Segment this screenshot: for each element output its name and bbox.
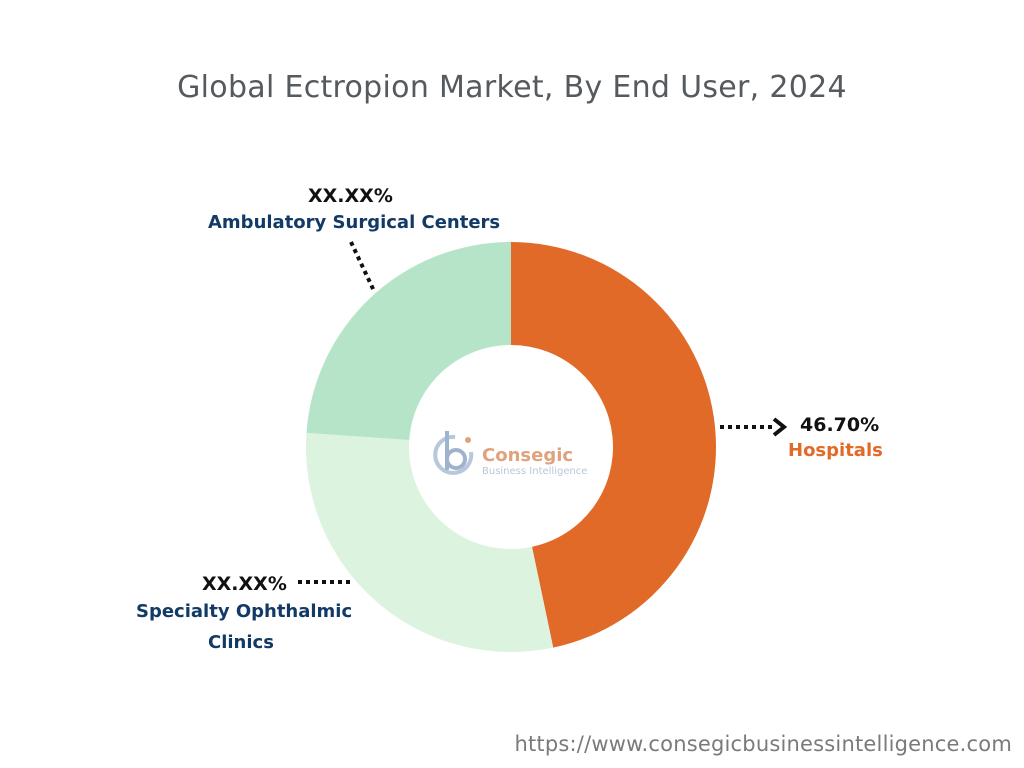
slice-hospitals: [511, 242, 716, 648]
slice-value-hospitals: 46.70%: [800, 414, 880, 436]
center-logo: Consegic Business Intelligence: [433, 431, 587, 477]
consegic-logo-icon: [433, 431, 474, 475]
logo-tagline: Business Intelligence: [482, 466, 587, 477]
logo-brand: Consegic: [482, 445, 573, 466]
slice-ambulatory-surgical-centers: [306, 241, 511, 440]
slice-label-ambulatory: Ambulatory Surgical Centers: [208, 212, 501, 233]
slice-value-specialty: XX.XX%: [202, 573, 287, 595]
footer-url: https://www.consegicbusinessintelligence…: [514, 732, 1012, 756]
slice-value-ambulatory: XX.XX%: [308, 185, 393, 207]
slice-label-specialty-line2: Clinics: [208, 632, 274, 653]
slice-label-specialty-line1: Specialty Ophthalmic: [136, 601, 353, 622]
slice-label-hospitals: Hospitals: [788, 440, 883, 461]
slice-specialty-ophthalmic-clinics: [306, 432, 554, 652]
arrow-head-icon: [772, 417, 788, 437]
leader-line-ambulatory: [349, 241, 376, 292]
chart-title: Global Ectropion Market, By End User, 20…: [177, 70, 847, 105]
